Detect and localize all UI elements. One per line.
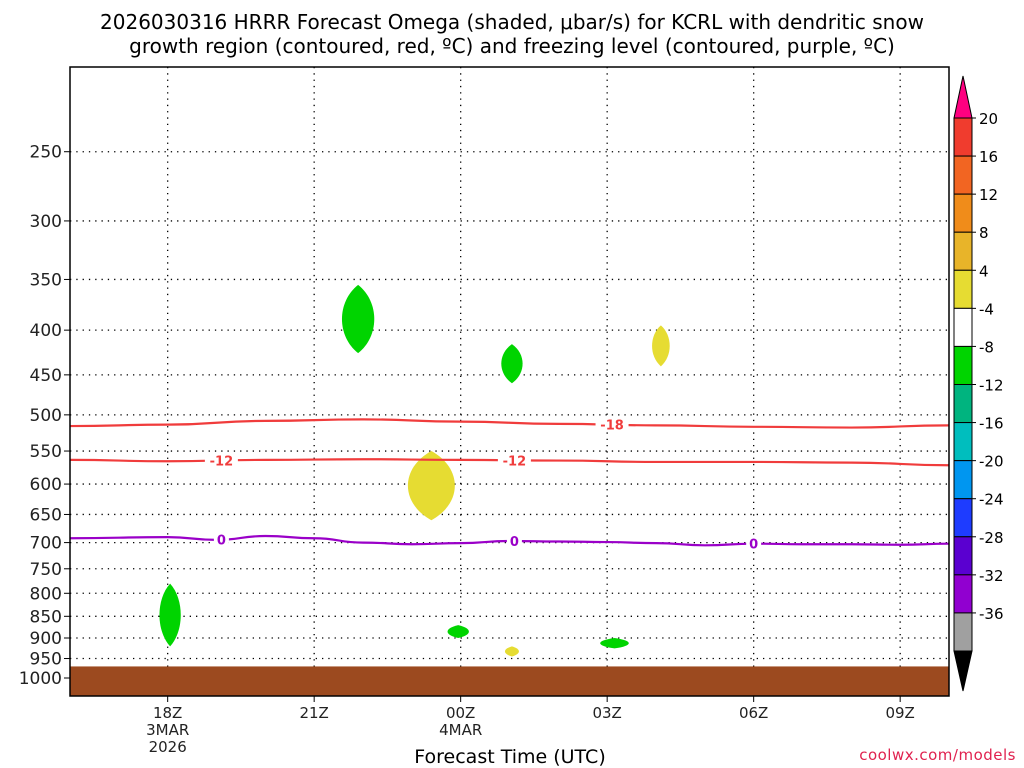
contour-label: -18 bbox=[600, 419, 624, 434]
colorbar-cell bbox=[953, 612, 973, 652]
omega-region bbox=[159, 583, 181, 647]
colorbar-label: -24 bbox=[979, 491, 1004, 509]
terrain-fill bbox=[70, 666, 949, 696]
contour-line bbox=[70, 418, 949, 429]
contour-label-bg bbox=[204, 453, 238, 468]
y-tick-label: 800 bbox=[30, 584, 62, 604]
omega-region bbox=[504, 646, 519, 657]
y-tick-label: 550 bbox=[30, 442, 62, 462]
y-tick-label: 600 bbox=[30, 475, 62, 495]
colorbar-label: 4 bbox=[979, 262, 989, 280]
x-tick-label: 3MAR bbox=[146, 721, 189, 739]
x-tick-label: 09Z bbox=[885, 704, 914, 722]
plot-area bbox=[70, 67, 949, 696]
y-tick-label: 650 bbox=[30, 505, 62, 525]
colorbar-label: -36 bbox=[979, 605, 1004, 623]
y-tick-label: 350 bbox=[30, 270, 62, 290]
colorbar-cell bbox=[953, 193, 973, 233]
terrain-ground bbox=[70, 666, 949, 696]
x-tick-label: 2026 bbox=[149, 738, 187, 756]
x-tick-label: 18Z bbox=[153, 704, 182, 722]
y-tick-label: 400 bbox=[30, 321, 62, 341]
chart-title-line-2: growth region (contoured, red, ºC) and f… bbox=[129, 34, 895, 58]
x-axis-label: Forecast Time (UTC) bbox=[414, 746, 606, 768]
y-axis: 2503003504004505005506006507007508008509… bbox=[19, 143, 70, 689]
omega-region bbox=[407, 451, 455, 521]
y-tick-label: 850 bbox=[30, 607, 62, 627]
contour-line bbox=[70, 534, 949, 547]
plot-frame bbox=[69, 66, 950, 697]
colorbar-cell bbox=[953, 231, 973, 271]
y-tick-label: 950 bbox=[30, 650, 62, 670]
contour-label: 0 bbox=[217, 533, 226, 548]
colorbar-cell bbox=[953, 460, 973, 500]
y-tick-label: 250 bbox=[30, 143, 62, 163]
contour-lines: -18 -12 -12 0 0 0 bbox=[70, 417, 949, 553]
y-tick-label: 300 bbox=[30, 212, 62, 232]
contour-label-bg bbox=[213, 532, 229, 547]
colorbar-label: -32 bbox=[979, 567, 1004, 585]
colorbar-min-arrow bbox=[953, 650, 973, 692]
x-tick-label: 21Z bbox=[299, 704, 328, 722]
colorbar-label: 16 bbox=[979, 148, 998, 166]
colorbar-label: -4 bbox=[979, 300, 994, 318]
chart-title-line-1: 2026030316 HRRR Forecast Omega (shaded, … bbox=[100, 10, 924, 34]
colorbar-label: 12 bbox=[979, 186, 998, 204]
colorbar-cell bbox=[953, 117, 973, 157]
colorbar-label: 20 bbox=[979, 110, 998, 128]
omega-region bbox=[652, 325, 670, 367]
y-tick-label: 900 bbox=[30, 629, 62, 649]
contour-label: -12 bbox=[503, 454, 527, 469]
colorbar-cell bbox=[953, 574, 973, 614]
contour-label: 0 bbox=[749, 538, 758, 553]
x-tick-label: 03Z bbox=[592, 704, 621, 722]
colorbar-cell bbox=[953, 498, 973, 538]
contour-label: 0 bbox=[510, 535, 519, 550]
colorbar: 20 16 12 8 4 -4 -8 -12 -16 -20 -24 -28 -32 -36 bbox=[953, 75, 1004, 692]
x-tick-label: 00Z bbox=[446, 704, 475, 722]
y-tick-label: 450 bbox=[30, 366, 62, 386]
colorbar-cell bbox=[953, 384, 973, 424]
omega-shading bbox=[159, 284, 670, 657]
omega-region bbox=[341, 284, 375, 354]
colorbar-label: -16 bbox=[979, 415, 1004, 433]
x-tick-label: 4MAR bbox=[439, 721, 482, 739]
colorbar-cell bbox=[953, 345, 973, 385]
y-tick-label: 750 bbox=[30, 560, 62, 580]
contour-label-bg bbox=[506, 534, 522, 549]
colorbar-max-arrow bbox=[953, 75, 973, 119]
colorbar-cell bbox=[953, 307, 973, 347]
y-tick-label: 1000 bbox=[19, 669, 62, 689]
colorbar-cell bbox=[953, 155, 973, 195]
colorbar-label: -8 bbox=[979, 338, 994, 356]
colorbar-label: -20 bbox=[979, 453, 1004, 471]
contour-label-bg bbox=[595, 417, 629, 432]
y-tick-label: 700 bbox=[30, 534, 62, 554]
omega-region bbox=[600, 638, 629, 649]
colorbar-label: -28 bbox=[979, 529, 1004, 547]
colorbar-cell bbox=[953, 422, 973, 462]
contour-label-bg bbox=[497, 453, 531, 468]
credit-link[interactable]: coolwx.com/models bbox=[859, 746, 1016, 764]
colorbar-label: -12 bbox=[979, 377, 1004, 395]
contour-label-bg bbox=[746, 536, 762, 551]
omega-region bbox=[447, 625, 469, 639]
y-tick-label: 500 bbox=[30, 406, 62, 426]
colorbar-cell bbox=[953, 536, 973, 576]
colorbar-cell bbox=[953, 269, 973, 309]
omega-region bbox=[501, 344, 523, 384]
contour-label: -12 bbox=[210, 455, 234, 470]
colorbar-label: 8 bbox=[979, 224, 989, 242]
x-tick-label: 06Z bbox=[739, 704, 768, 722]
